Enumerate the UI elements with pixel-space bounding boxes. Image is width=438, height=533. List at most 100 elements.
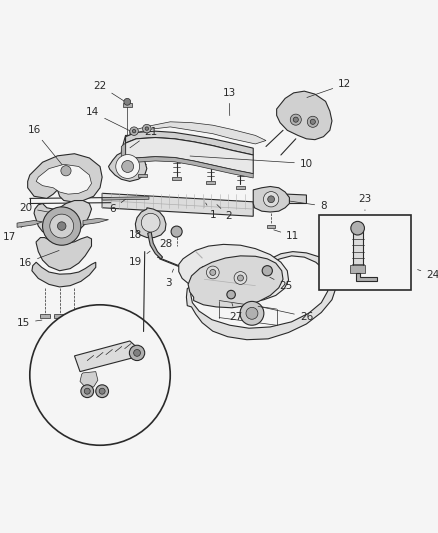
Polygon shape	[102, 193, 253, 216]
Text: 27: 27	[230, 303, 243, 322]
Circle shape	[81, 385, 94, 398]
Polygon shape	[17, 221, 42, 228]
Circle shape	[132, 130, 136, 133]
Text: 14: 14	[86, 108, 131, 132]
Circle shape	[130, 127, 138, 135]
Text: 21: 21	[130, 127, 158, 148]
Polygon shape	[206, 181, 215, 184]
Circle shape	[268, 196, 275, 203]
Text: 17: 17	[3, 225, 23, 241]
Circle shape	[145, 127, 148, 130]
Text: 18: 18	[129, 223, 152, 239]
Circle shape	[116, 155, 140, 179]
Circle shape	[42, 207, 81, 245]
Polygon shape	[130, 122, 266, 144]
Text: 19: 19	[129, 251, 150, 267]
Text: 15: 15	[17, 318, 42, 328]
Circle shape	[171, 226, 182, 237]
Circle shape	[99, 388, 105, 394]
Circle shape	[240, 301, 264, 325]
Polygon shape	[34, 200, 92, 236]
Bar	[319, 215, 411, 290]
Circle shape	[143, 124, 151, 133]
Polygon shape	[109, 151, 147, 181]
Circle shape	[351, 221, 364, 235]
Polygon shape	[353, 230, 363, 269]
Text: 6: 6	[110, 199, 125, 214]
Polygon shape	[187, 252, 336, 340]
Circle shape	[61, 166, 71, 176]
Circle shape	[57, 222, 66, 230]
Text: 3: 3	[165, 269, 173, 288]
Polygon shape	[32, 262, 96, 287]
Circle shape	[310, 119, 315, 124]
Circle shape	[30, 305, 170, 445]
Circle shape	[263, 191, 279, 207]
Polygon shape	[173, 177, 181, 180]
Polygon shape	[179, 244, 289, 302]
Polygon shape	[121, 135, 133, 151]
Polygon shape	[123, 103, 132, 107]
Polygon shape	[350, 265, 365, 273]
Polygon shape	[54, 314, 65, 318]
Text: 22: 22	[93, 80, 125, 102]
Circle shape	[237, 275, 244, 281]
Circle shape	[124, 99, 131, 105]
Text: 28: 28	[159, 234, 175, 249]
Polygon shape	[135, 208, 166, 238]
Polygon shape	[36, 164, 92, 194]
Polygon shape	[253, 187, 290, 212]
Text: 25: 25	[270, 277, 293, 290]
Text: 2: 2	[217, 205, 232, 221]
Text: 11: 11	[274, 230, 300, 241]
Polygon shape	[188, 256, 283, 308]
Text: 1: 1	[206, 203, 216, 221]
Circle shape	[134, 350, 141, 356]
Polygon shape	[148, 232, 162, 259]
Text: 10: 10	[190, 156, 313, 168]
Circle shape	[96, 385, 109, 398]
Circle shape	[262, 265, 272, 276]
Circle shape	[122, 160, 134, 173]
Circle shape	[84, 388, 90, 394]
Polygon shape	[277, 91, 332, 140]
Text: 26: 26	[258, 306, 313, 322]
Polygon shape	[126, 131, 253, 155]
Circle shape	[246, 308, 258, 319]
Circle shape	[227, 290, 235, 299]
Text: 20: 20	[19, 203, 59, 214]
Text: 23: 23	[358, 194, 371, 211]
Polygon shape	[287, 194, 307, 204]
Text: 24: 24	[417, 270, 438, 280]
Circle shape	[290, 114, 301, 125]
Circle shape	[129, 345, 145, 360]
Polygon shape	[28, 154, 102, 202]
Circle shape	[50, 214, 74, 238]
Polygon shape	[36, 237, 92, 271]
Polygon shape	[138, 174, 147, 177]
Polygon shape	[121, 143, 126, 166]
Text: 16: 16	[19, 251, 59, 268]
Polygon shape	[126, 138, 253, 174]
Circle shape	[293, 117, 298, 122]
Circle shape	[307, 116, 318, 127]
Text: 9: 9	[44, 398, 63, 418]
Polygon shape	[74, 341, 138, 372]
Polygon shape	[267, 225, 276, 228]
Polygon shape	[69, 314, 80, 318]
Text: 8: 8	[280, 200, 327, 211]
Polygon shape	[83, 219, 109, 225]
Polygon shape	[39, 314, 50, 318]
Circle shape	[206, 266, 219, 279]
Circle shape	[141, 213, 160, 232]
Text: 13: 13	[223, 88, 236, 116]
Text: 16: 16	[28, 125, 64, 167]
Polygon shape	[356, 273, 377, 281]
Polygon shape	[80, 372, 98, 387]
Text: 12: 12	[307, 79, 351, 98]
Circle shape	[234, 272, 247, 285]
Polygon shape	[236, 185, 245, 189]
Circle shape	[210, 270, 216, 276]
Polygon shape	[102, 197, 149, 200]
Polygon shape	[126, 157, 253, 178]
